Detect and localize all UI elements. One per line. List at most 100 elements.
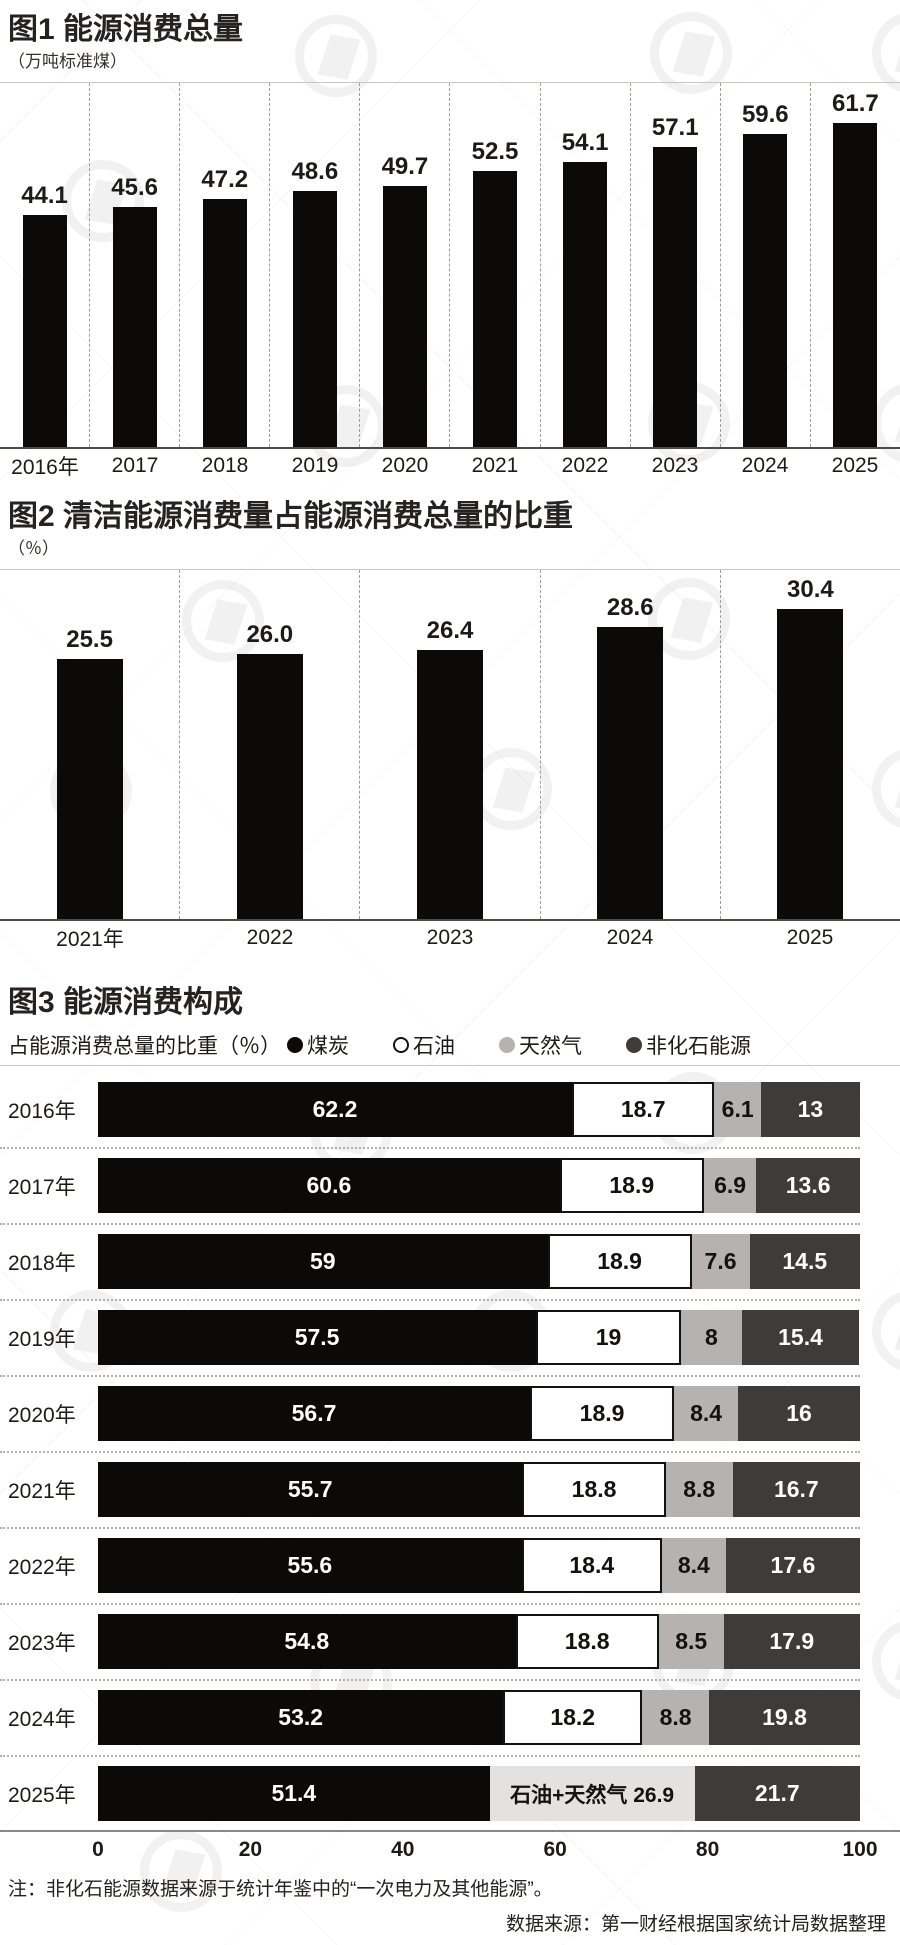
bar-cell: 44.1 bbox=[0, 83, 89, 447]
bar bbox=[653, 146, 698, 447]
bar-cell: 52.5 bbox=[449, 83, 539, 447]
row-separator bbox=[0, 1299, 860, 1301]
chart2-axis: 2021年 2022 2023 2024 2025 bbox=[0, 921, 900, 955]
segment-nonfossil: 19.8 bbox=[709, 1690, 860, 1745]
row-year-label: 2018年 bbox=[8, 1251, 76, 1275]
segment-nonfossil: 13.6 bbox=[756, 1158, 860, 1213]
row-separator bbox=[0, 1223, 860, 1225]
row-year-label: 2021年 bbox=[8, 1479, 76, 1503]
bar-value-label: 45.6 bbox=[111, 174, 158, 202]
chart1-plot: 44.1 45.6 47.2 48.6 49.7 52.5 54.1 57.1 59.6 61.7 bbox=[0, 82, 900, 449]
segment-coal: 54.8 bbox=[98, 1614, 516, 1669]
chart3-legend: 占能源消费总量的比重（％） 煤炭 石油 天然气 非化石能源 bbox=[0, 1021, 900, 1059]
segment-nonfossil: 21.7 bbox=[694, 1766, 860, 1821]
segment-nonfossil: 15.4 bbox=[741, 1310, 860, 1365]
bar-cell: 48.6 bbox=[269, 83, 359, 447]
legend-name: 天然气 bbox=[519, 1035, 582, 1058]
legend-item-oil: 石油 bbox=[393, 1030, 455, 1060]
row-year-label: 2019年 bbox=[8, 1327, 76, 1351]
segment-gas: 8.5 bbox=[658, 1614, 724, 1669]
row-separator bbox=[0, 1527, 860, 1529]
bar bbox=[112, 207, 157, 447]
segment-gas: 8.4 bbox=[661, 1538, 726, 1593]
segment-gas: 8 bbox=[680, 1310, 742, 1365]
segment-oilgas: 石油+天然气 26.9 bbox=[489, 1766, 695, 1821]
chart3-row: 2024年 53.2 18.2 8.8 19.8 bbox=[0, 1690, 860, 1745]
segment-nonfossil: 16 bbox=[738, 1386, 860, 1441]
row-year-label: 2020年 bbox=[8, 1403, 76, 1427]
chart3-row: 2022年 55.6 18.4 8.4 17.6 bbox=[0, 1538, 860, 1593]
segment-oil: 18.7 bbox=[571, 1082, 715, 1137]
segment-gas: 6.9 bbox=[703, 1158, 757, 1213]
stacked-bar: 51.4 石油+天然气 26.9 21.7 bbox=[98, 1766, 860, 1821]
chart2-unit: （％） bbox=[8, 539, 59, 558]
row-year-label: 2023年 bbox=[8, 1631, 76, 1655]
nonfossil-swatch-icon bbox=[626, 1037, 642, 1053]
chart3-section: 图3 能源消费构成 占能源消费总量的比重（％） 煤炭 石油 天然气 非化石能源 201… bbox=[0, 985, 900, 1866]
segment-gas: 7.6 bbox=[691, 1234, 750, 1289]
row-separator bbox=[0, 1451, 860, 1453]
bar-cell: 26.4 bbox=[359, 570, 539, 919]
segment-coal: 51.4 bbox=[98, 1766, 490, 1821]
chart2-plot: 25.5 26.0 26.4 28.6 30.4 bbox=[0, 569, 900, 921]
chart3-row: 2018年 59 18.9 7.6 14.5 bbox=[0, 1234, 860, 1289]
segment-oil: 18.9 bbox=[559, 1158, 704, 1213]
chart1-axis: 2016年 2017 2018 2019 2020 2021 2022 2023 2024 202… bbox=[0, 449, 900, 483]
legend-item-coal: 煤炭 bbox=[287, 1030, 349, 1060]
bar-value-label: 47.2 bbox=[201, 165, 249, 193]
chart1-title: 图1 能源消费总量 bbox=[8, 13, 244, 46]
axis-label: 2025 bbox=[831, 454, 879, 477]
row-year-label: 2017年 bbox=[8, 1175, 76, 1199]
segment-oil: 18.8 bbox=[522, 1462, 666, 1517]
axis-label: 2022 bbox=[246, 926, 294, 949]
segment-coal: 53.2 bbox=[98, 1690, 504, 1745]
bar bbox=[473, 170, 518, 447]
row-year-label: 2025年 bbox=[8, 1783, 76, 1807]
row-separator bbox=[0, 1375, 860, 1377]
stacked-bar: 60.6 18.9 6.9 13.6 bbox=[98, 1158, 860, 1213]
chart2-section: 图2 清洁能源消费量占能源消费总量的比重 （％） 25.5 26.0 26.4 28.… bbox=[0, 499, 900, 955]
axis-label: 2022 bbox=[561, 454, 609, 477]
segment-nonfossil: 17.6 bbox=[725, 1538, 860, 1593]
bar-value-label: 61.7 bbox=[832, 89, 879, 117]
footnote: 注：非化石能源数据来源于统计年鉴中的“一次电力及其他能源”。 bbox=[8, 1879, 553, 1900]
bar bbox=[22, 215, 67, 447]
bar-cell: 26.0 bbox=[179, 570, 359, 919]
segment-coal: 57.5 bbox=[98, 1310, 537, 1365]
stacked-bar: 56.7 18.9 8.4 16 bbox=[98, 1386, 860, 1441]
segment-coal: 62.2 bbox=[98, 1082, 572, 1137]
bar-value-label: 48.6 bbox=[291, 158, 339, 186]
axis-label: 2018 bbox=[201, 454, 249, 477]
bar-value-label: 57.1 bbox=[651, 113, 699, 141]
legend-name: 非化石能源 bbox=[646, 1035, 751, 1058]
stacked-bar: 62.2 18.7 6.1 13 bbox=[98, 1082, 860, 1137]
axis-label: 2017 bbox=[111, 454, 159, 477]
row-separator bbox=[0, 1603, 860, 1605]
chart3-rows: 2016年 62.2 18.7 6.1 13 2017年 60.6 18.9 6.9 13.6 20… bbox=[0, 1066, 900, 1821]
segment-coal: 56.7 bbox=[98, 1386, 531, 1441]
segment-coal: 60.6 bbox=[98, 1158, 560, 1213]
segment-coal: 55.6 bbox=[98, 1538, 522, 1593]
segment-coal: 59 bbox=[98, 1234, 548, 1289]
bar-value-label: 44.1 bbox=[21, 182, 68, 209]
chart3-title: 图3 能源消费构成 bbox=[8, 986, 244, 1019]
x-tick: 100 bbox=[842, 1838, 878, 1861]
chart3-row: 2017年 60.6 18.9 6.9 13.6 bbox=[0, 1158, 860, 1213]
segment-gas: 8.4 bbox=[674, 1386, 739, 1441]
x-tick: 80 bbox=[695, 1838, 720, 1861]
segment-gas: 6.1 bbox=[714, 1082, 761, 1137]
legend-name: 煤炭 bbox=[307, 1035, 349, 1058]
row-separator bbox=[0, 1755, 860, 1757]
legend-item-nonfossil: 非化石能源 bbox=[626, 1030, 751, 1060]
bar-value-label: 52.5 bbox=[471, 137, 519, 165]
bar-value-label: 54.1 bbox=[561, 129, 609, 157]
axis-label: 2019 bbox=[291, 454, 339, 477]
stacked-bar: 53.2 18.2 8.8 19.8 bbox=[98, 1690, 860, 1745]
bar-cell: 30.4 bbox=[719, 570, 900, 919]
chart1-section: 图1 能源消费总量 （万吨标准煤） 44.1 45.6 47.2 48.6 49.7 52… bbox=[0, 12, 900, 483]
x-tick: 0 bbox=[92, 1838, 104, 1861]
bar-value-label: 30.4 bbox=[787, 575, 834, 603]
axis-label: 2016年 bbox=[11, 456, 79, 479]
segment-coal: 55.7 bbox=[98, 1462, 523, 1517]
stacked-bar: 54.8 18.8 8.5 17.9 bbox=[98, 1614, 860, 1669]
